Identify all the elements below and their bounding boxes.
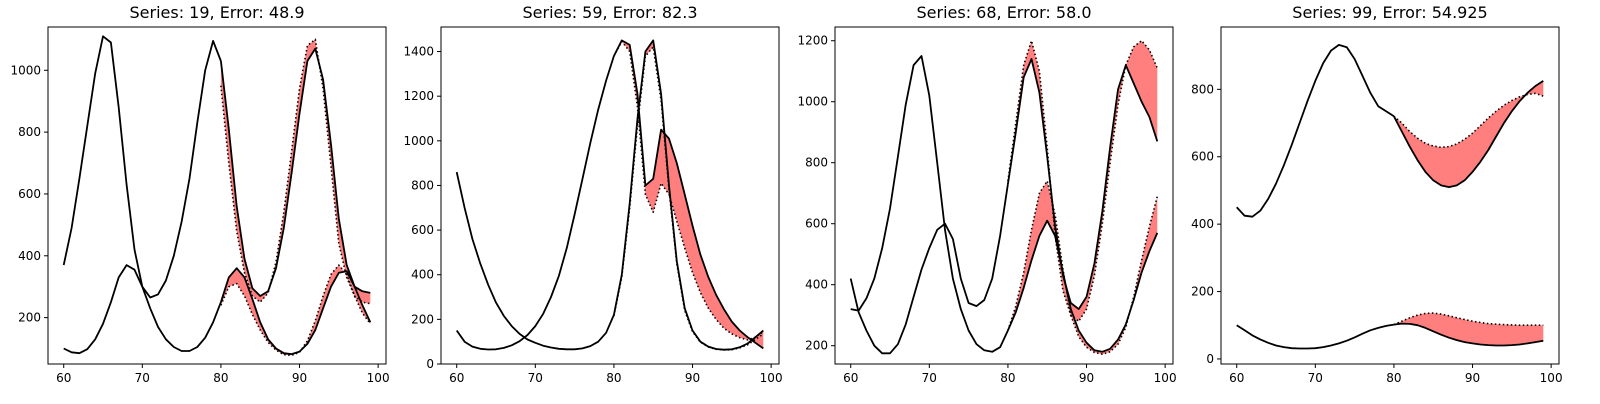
y-tick-label: 200: [18, 311, 41, 325]
y-tick-label: 200: [1191, 285, 1214, 299]
x-tick-label: 90: [1079, 371, 1094, 385]
x-tick-label: 100: [1154, 371, 1177, 385]
x-tick-label: 60: [843, 371, 858, 385]
forecast-line: [613, 40, 764, 341]
x-tick-label: 100: [760, 371, 783, 385]
actual-line: [1393, 80, 1544, 189]
chart-panel-1: 60 70 80 90 100 200 400 600 800 1000 Series: 19, E…: [10, 3, 389, 385]
forecast-line: [220, 38, 371, 305]
y-tick-label: 1000: [797, 95, 828, 109]
y-tick-label: 600: [411, 223, 434, 237]
y-tick-label: 1000: [403, 134, 434, 148]
y-tick-label: 200: [805, 339, 828, 353]
y-tick-label: 600: [805, 217, 828, 231]
error-fill-region: [1393, 313, 1544, 346]
error-fill-region: [1007, 40, 1158, 322]
x-tick-label: 70: [1308, 371, 1323, 385]
history-line: [63, 264, 222, 355]
x-tick-label: 80: [606, 371, 621, 385]
history-line: [1236, 323, 1395, 350]
forecast-line: [1393, 92, 1544, 149]
y-tick-label: 400: [18, 249, 41, 263]
x-tick-label: 60: [1229, 371, 1244, 385]
x-tick-label: 90: [292, 371, 307, 385]
x-tick-label: 70: [135, 371, 150, 385]
chart-title: Series: 59, Error: 82.3: [522, 3, 697, 22]
history-line: [455, 171, 615, 351]
y-tick-label: 800: [411, 178, 434, 192]
y-tick-label: 0: [1206, 352, 1214, 366]
x-tick-label: 60: [56, 371, 71, 385]
axes-frame: [47, 26, 387, 365]
y-tick-label: 1400: [403, 45, 434, 59]
forecast-line: [1007, 180, 1159, 356]
x-tick-label: 70: [922, 371, 937, 385]
actual-line: [613, 39, 764, 350]
chart-title: Series: 68, Error: 58.0: [916, 3, 1091, 22]
y-tick-label: 1200: [797, 34, 828, 48]
history-line: [62, 35, 222, 299]
actual-line: [220, 267, 372, 356]
history-line: [850, 55, 1009, 353]
y-tick-label: 1200: [403, 89, 434, 103]
x-tick-label: 80: [213, 371, 228, 385]
y-tick-label: 400: [1191, 217, 1214, 231]
chart-title: Series: 99, Error: 54.925: [1292, 3, 1487, 22]
error-fill-region: [220, 39, 371, 304]
x-tick-label: 90: [1465, 371, 1480, 385]
actual-line: [1007, 58, 1159, 311]
y-tick-label: 800: [1191, 82, 1214, 96]
history-line: [849, 183, 1009, 355]
chart-title: Series: 19, Error: 48.9: [129, 3, 304, 22]
y-tick-label: 400: [805, 278, 828, 292]
forecast-line: [1007, 39, 1159, 323]
y-tick-label: 600: [1191, 150, 1214, 164]
history-line: [455, 55, 615, 351]
error-fill-region: [220, 265, 371, 356]
x-tick-label: 100: [367, 371, 390, 385]
axes-frame: [440, 26, 780, 365]
x-tick-label: 80: [1386, 371, 1401, 385]
chart-panel-3: 60 70 80 90 100 200 400 600 800 1000 1200 Series: 6…: [797, 3, 1176, 385]
y-tick-label: 400: [411, 268, 434, 282]
history-line: [1236, 44, 1395, 218]
actual-line: [1007, 219, 1159, 353]
actual-line: [1393, 322, 1544, 347]
error-fill-region: [1393, 80, 1544, 188]
x-tick-label: 80: [1000, 371, 1015, 385]
y-tick-label: 800: [805, 156, 828, 170]
x-tick-label: 60: [449, 371, 464, 385]
axes-frame: [834, 26, 1174, 365]
y-tick-label: 600: [18, 187, 41, 201]
y-tick-label: 0: [426, 357, 434, 371]
chart-panel-4: 60 70 80 90 100 0 200 400 600 800 Series: 99, Erro…: [1191, 3, 1562, 385]
x-tick-label: 70: [528, 371, 543, 385]
y-tick-label: 200: [411, 312, 434, 326]
y-tick-label: 800: [18, 125, 41, 139]
x-tick-label: 90: [685, 371, 700, 385]
axes-frame: [1220, 26, 1560, 365]
chart-panel-2: 60 70 80 90 1000200400600800100012001400Seri…: [403, 3, 782, 385]
y-tick-label: 1000: [10, 63, 41, 77]
actual-line: [220, 47, 371, 297]
x-tick-label: 100: [1540, 371, 1563, 385]
